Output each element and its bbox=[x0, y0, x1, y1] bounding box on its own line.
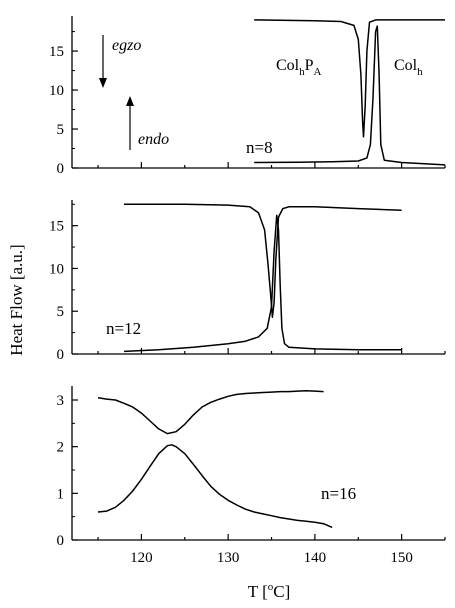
y-tick-label: 0 bbox=[57, 161, 65, 177]
phase-label-colh: Colh bbox=[394, 57, 423, 78]
y-axis-label: Heat Flow [a.u.] bbox=[7, 244, 26, 355]
series-line-cooling bbox=[97, 389, 324, 435]
y-tick-label: 5 bbox=[57, 122, 65, 138]
endo-label: endo bbox=[138, 131, 169, 148]
x-tick-label: 140 bbox=[304, 550, 327, 566]
panel-label: n=16 bbox=[321, 484, 356, 503]
y-tick-label: 10 bbox=[49, 83, 64, 99]
panel-label: n=8 bbox=[246, 138, 273, 157]
n8-annotations: egzo endo ColhPA Colh bbox=[99, 35, 423, 150]
panel-n8: 0 5 10 15 n=8 bbox=[49, 16, 446, 177]
series-line-cooling bbox=[254, 19, 445, 138]
exo-label: egzo bbox=[112, 37, 141, 54]
y-tick-label: 0 bbox=[57, 533, 65, 549]
x-tick-label: 120 bbox=[130, 550, 153, 566]
series-line-heating bbox=[97, 444, 333, 529]
y-tick-label: 10 bbox=[49, 261, 64, 277]
series-line-heating bbox=[123, 214, 402, 353]
y-tick-label: 3 bbox=[57, 393, 65, 409]
exo-arrow-head bbox=[99, 78, 107, 88]
series-line-heating bbox=[254, 25, 446, 166]
panel-label: n=12 bbox=[106, 319, 141, 338]
phase-label-colhpa: ColhPA bbox=[276, 57, 322, 78]
x-tick-label: 150 bbox=[390, 550, 413, 566]
x-tick-label: 130 bbox=[217, 550, 240, 566]
endo-arrow-head bbox=[126, 96, 134, 106]
series-line-cooling bbox=[124, 203, 402, 318]
panel-n12: 0 5 10 15 n=12 bbox=[49, 200, 446, 363]
panel-n16: 0 1 2 3 120 130 140 150 n=16 bbox=[57, 386, 446, 566]
y-tick-label: 15 bbox=[49, 44, 64, 60]
y-tick-label: 0 bbox=[57, 347, 65, 363]
x-axis-label: T [oC] bbox=[248, 581, 291, 601]
y-tick-label: 1 bbox=[57, 486, 65, 502]
y-tick-label: 2 bbox=[57, 440, 65, 456]
y-tick-label: 5 bbox=[57, 304, 65, 320]
y-tick-label: 15 bbox=[49, 219, 64, 235]
